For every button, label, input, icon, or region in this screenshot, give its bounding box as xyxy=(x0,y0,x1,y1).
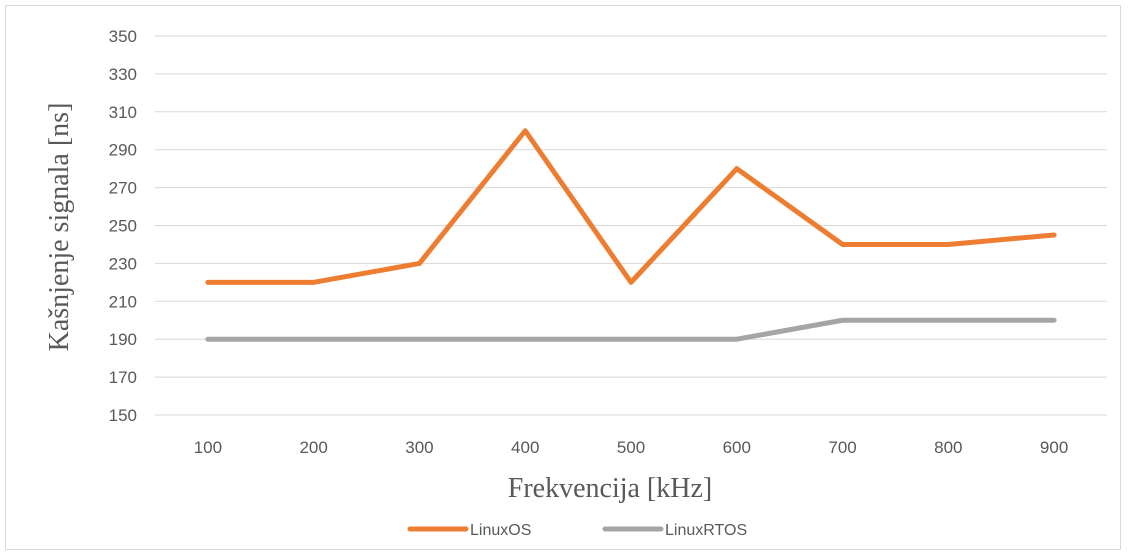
y-tick-label: 230 xyxy=(109,254,137,273)
y-tick-label: 190 xyxy=(109,330,137,349)
legend-label-linuxos: LinuxOS xyxy=(470,522,531,539)
y-tick-label: 250 xyxy=(109,217,137,236)
x-tick-label: 200 xyxy=(299,438,327,457)
y-tick-label: 290 xyxy=(109,141,137,160)
x-tick-label: 900 xyxy=(1040,438,1068,457)
y-tick-label: 350 xyxy=(109,27,137,46)
y-tick-label: 270 xyxy=(109,179,137,198)
legend: LinuxOS LinuxRTOS xyxy=(407,522,747,539)
y-tick-labels: 150 170 190 210 230 250 270 290 310 330 350 xyxy=(109,27,137,425)
x-tick-labels: 100 200 300 400 500 600 700 800 900 xyxy=(194,438,1069,457)
x-tick-label: 300 xyxy=(405,438,433,457)
y-axis-title: Kašnjenje signala [ns] xyxy=(44,103,75,352)
x-tick-label: 700 xyxy=(828,438,856,457)
x-tick-label: 800 xyxy=(934,438,962,457)
x-tick-label: 600 xyxy=(723,438,751,457)
x-tick-label: 400 xyxy=(511,438,539,457)
y-tick-label: 210 xyxy=(109,292,137,311)
x-axis-title: Frekvencija [kHz] xyxy=(508,473,712,504)
series-line-linuxrtos xyxy=(205,317,1057,342)
legend-label-linuxrtos: LinuxRTOS xyxy=(665,522,747,539)
y-tick-label: 170 xyxy=(109,368,137,387)
x-tick-label: 500 xyxy=(617,438,645,457)
series-line-linuxos xyxy=(205,128,1057,285)
y-tick-label: 310 xyxy=(109,103,137,122)
y-tick-label: 330 xyxy=(109,65,137,84)
gridlines xyxy=(155,35,1107,416)
y-tick-label: 150 xyxy=(109,406,137,425)
x-tick-label: 100 xyxy=(194,438,222,457)
chart-frame xyxy=(5,5,1121,550)
series-lines xyxy=(205,128,1057,342)
